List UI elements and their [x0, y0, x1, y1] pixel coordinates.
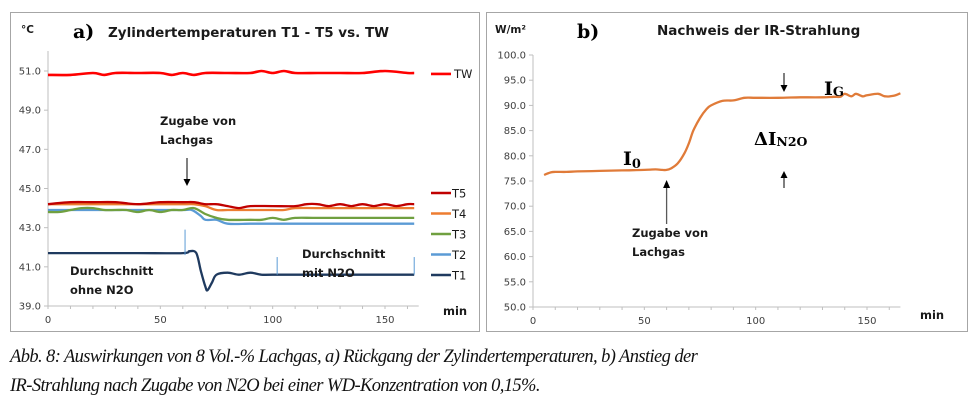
series-group-b: [543, 92, 901, 177]
arrowhead-icon: [780, 171, 788, 178]
y-tick-label: 65.0: [504, 227, 526, 238]
y-tick-label: 90.0: [504, 101, 526, 112]
chart-b-svg: W/m² b) Nachweis der IR-Strahlung 50.0 55…: [495, 21, 944, 327]
legend-label-t3: T3: [451, 228, 466, 242]
chart-title-a: Zylindertemperaturen T1 - T5 vs. TW: [108, 25, 389, 41]
annotation-ohne-line1: Durchschnitt: [70, 264, 154, 278]
annotation-ig: IG: [824, 78, 844, 100]
series-line-t3: [47, 206, 415, 222]
y-axis-unit-a: °C: [21, 24, 34, 36]
series-line-ir: [543, 92, 901, 177]
annotation-zugabe-line1: Zugabe von: [160, 114, 236, 128]
y-tick-label: 80.0: [504, 151, 526, 162]
axes-a: 39.0 41.0 43.0 45.0 47.0 49.0 51.0 0 50 100 150: [19, 51, 419, 326]
chart-a-svg: °C a) Zylindertemperaturen T1 - T5 vs. T…: [19, 21, 473, 326]
x-tick-label: 100: [746, 316, 765, 327]
annotation-mit-line1: Durchschnitt: [302, 247, 386, 261]
y-tick-label: 75.0: [504, 177, 526, 188]
series-line-t5: [47, 200, 415, 210]
arrowhead-icon: [663, 180, 671, 188]
annotations-b: I0 IG ΔIN2O Zugabe von Lachgas: [623, 73, 844, 259]
y-tick-label: 39.0: [19, 302, 41, 313]
caption-line-2: IR-Strahlung nach Zugabe von N2O bei ein…: [10, 376, 540, 396]
y-tick-label: 55.0: [504, 277, 526, 288]
panel-label-a: a): [73, 21, 94, 43]
y-tick-label: 60.0: [504, 252, 526, 263]
series-line-t2: [48, 208, 415, 226]
y-tick-label: 41.0: [19, 262, 41, 273]
y-tick-label: 45.0: [19, 184, 41, 195]
axes-b: 50.0 55.0 60.0 65.0 70.0 75.0 80.0 85.0 90.0 95.0…: [497, 51, 901, 327]
y-tick-label: 51.0: [19, 67, 41, 78]
x-tick-label: 0: [530, 316, 536, 327]
annotation-delta-i-n2o: ΔIN2O: [754, 129, 808, 150]
y-tick-label: 49.0: [19, 106, 41, 117]
legend-label-t2: T2: [451, 248, 466, 262]
annotation-i0: I0: [623, 148, 641, 172]
y-tick-label: 100.0: [497, 51, 526, 62]
caption-line-1: Abb. 8: Auswirkungen von 8 Vol.-% Lachga…: [10, 347, 698, 367]
x-axis-label-b: min: [920, 308, 944, 322]
legend-label-t1: T1: [451, 269, 466, 283]
annotation-zugabe-line2: Lachgas: [160, 133, 213, 147]
x-tick-label: 50: [154, 315, 167, 326]
x-axis-label-a: min: [443, 304, 467, 318]
figure-caption: Abb. 8: Auswirkungen von 8 Vol.-% Lachga…: [10, 343, 970, 401]
series-line-t4: [48, 202, 415, 212]
series-group-a: [47, 69, 415, 292]
chart-title-b: Nachweis der IR-Strahlung: [657, 23, 860, 39]
legend-a: TW T5 T4 T3 T2 T1: [431, 67, 472, 283]
annotation-ohne-line2: ohne N2O: [70, 283, 134, 297]
y-axis-unit-b: W/m²: [495, 24, 526, 36]
chart-panel-a: °C a) Zylindertemperaturen T1 - T5 vs. T…: [10, 12, 480, 332]
y-tick-label: 85.0: [504, 126, 526, 137]
x-tick-label: 150: [857, 316, 876, 327]
chart-panel-b: W/m² b) Nachweis der IR-Strahlung 50.0 55…: [486, 12, 968, 332]
y-tick-label: 47.0: [19, 145, 41, 156]
legend-label-t5: T5: [451, 187, 466, 201]
x-tick-label: 150: [375, 315, 394, 326]
annotation-zugabe-b-line1: Zugabe von: [632, 226, 708, 240]
x-tick-label: 100: [263, 315, 282, 326]
arrowhead-icon: [183, 179, 191, 186]
series-line-tw: [47, 69, 415, 77]
annotation-mit-line2: mit N2O: [302, 266, 355, 280]
y-tick-label: 70.0: [504, 202, 526, 213]
y-tick-label: 43.0: [19, 223, 41, 234]
legend-label-tw: TW: [453, 67, 472, 81]
y-tick-label: 50.0: [504, 303, 526, 314]
annotation-zugabe-b-line2: Lachgas: [632, 245, 685, 259]
y-tick-label: 95.0: [504, 76, 526, 87]
panel-label-b: b): [577, 21, 599, 43]
x-tick-label: 0: [45, 315, 51, 326]
x-tick-label: 50: [638, 316, 651, 327]
arrowhead-icon: [780, 85, 788, 92]
series-line-t1: [48, 249, 415, 292]
annotations-a: Zugabe von Lachgas Durchschnitt ohne N2O Dur…: [70, 114, 415, 297]
legend-label-t4: T4: [451, 207, 466, 221]
